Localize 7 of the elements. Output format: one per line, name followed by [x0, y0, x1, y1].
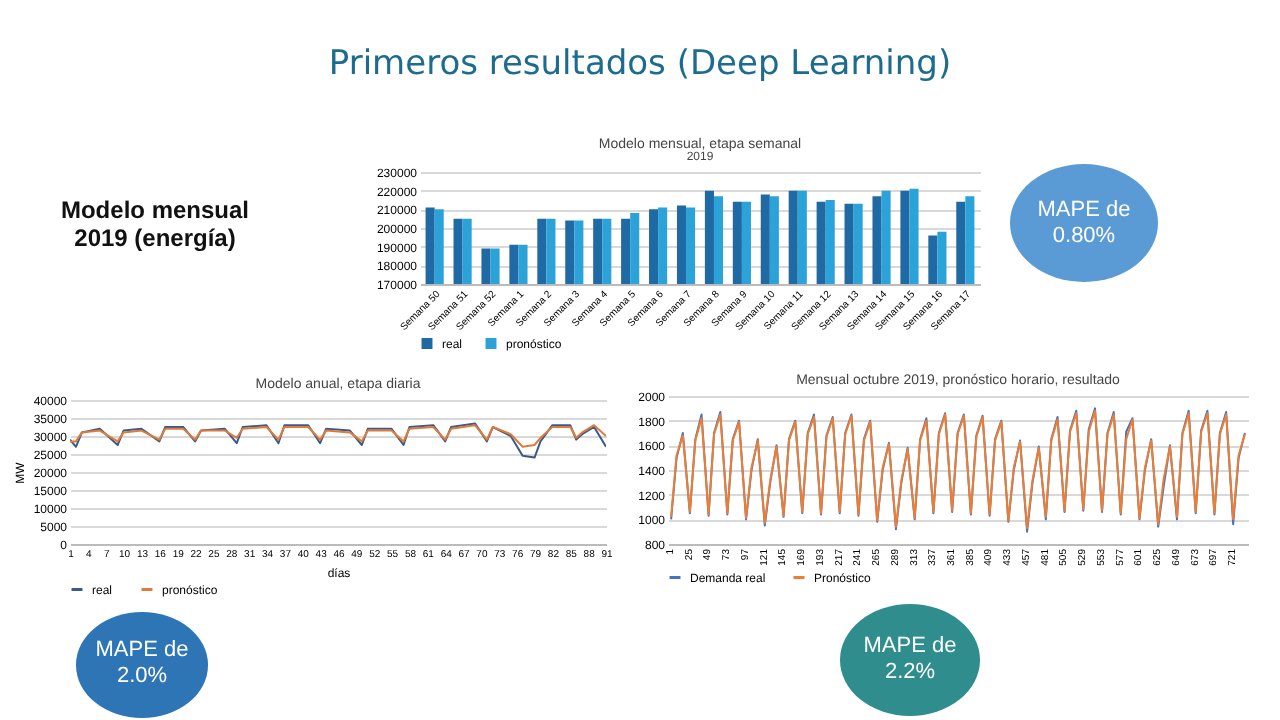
text: MAPE de 2.2%	[840, 604, 980, 716]
line-series	[70, 424, 606, 448]
text: Primeros resultados (Deep Learning)	[326, 44, 954, 84]
text: Modelo mensual 2019 (energía)	[58, 196, 251, 252]
text: MAPE de 0.80%	[1010, 164, 1158, 283]
text: MAPE de 2.0%	[76, 612, 208, 718]
line-series	[70, 422, 606, 459]
